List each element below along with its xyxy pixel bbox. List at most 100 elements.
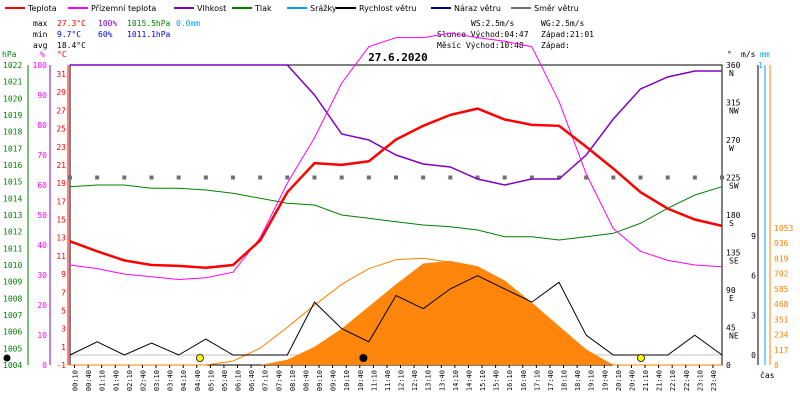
time-tick-label: 02:10 — [126, 370, 134, 391]
winddir-point — [366, 175, 371, 180]
winddir-point — [638, 175, 643, 180]
mm-tick: 1 — [758, 61, 763, 70]
time-tick-label: 17:10 — [533, 370, 541, 391]
dir-tick: 90 — [726, 286, 736, 295]
time-tick-label: 06:40 — [248, 370, 256, 391]
info: WS:2.5m/s WG:2.5m/s Slunce Východ:04:47 … — [437, 19, 594, 50]
pressure-line — [69, 184, 723, 241]
info-moonset: Západ: — [541, 41, 570, 50]
time-tick-label: 23:10 — [696, 370, 704, 391]
winddir-point — [421, 175, 426, 180]
wind-speed-line — [69, 275, 723, 356]
winddir-point — [611, 175, 616, 180]
hpa-tick: 1007 — [3, 311, 22, 320]
dir-name: NW — [729, 107, 739, 116]
info-wg: WG:2.5m/s — [541, 19, 585, 28]
x-axis-label: čas — [760, 370, 775, 380]
hpa-tick: 1006 — [3, 328, 22, 337]
winddir-point — [68, 175, 72, 180]
time-tick-label: 07:10 — [262, 370, 270, 391]
max-press: 1015.5hPa — [127, 19, 171, 28]
time-tick-label: 06:10 — [235, 370, 243, 391]
time-tick-label: 19:40 — [601, 370, 609, 391]
legend-label: Přízemní teplota — [91, 4, 156, 13]
info-sunset: Západ:21:01 — [541, 30, 594, 39]
time-tick-label: 11:40 — [384, 370, 392, 391]
hpa-tick: 1005 — [3, 344, 22, 353]
dir-tick: 180 — [726, 211, 741, 220]
legend: Teplota Přízemní teplota Vlhkost Tlak Srážky… — [5, 4, 579, 13]
c-tick: 1 — [61, 343, 66, 352]
axis-unit: m/s — [741, 50, 756, 59]
winddir-point — [339, 175, 344, 180]
ms-tick: 6 — [751, 272, 756, 281]
pct-tick: 60 — [37, 181, 47, 190]
hpa-tick: 1017 — [3, 144, 22, 153]
min-label: min — [33, 30, 48, 39]
ground-temp-line — [69, 32, 723, 281]
chart-title: 27.6.2020 — [368, 51, 428, 64]
avg-label: avg — [33, 41, 48, 50]
time-tick-label: 05:40 — [221, 370, 229, 391]
winddir-point — [122, 175, 127, 180]
solar-tick: 936 — [774, 239, 789, 248]
time-tick-label: 08:10 — [289, 370, 297, 391]
stats: max 27.3°C 100% 1015.5hPa 0.0mm min 9.7°… — [33, 19, 200, 50]
solar-tick: 468 — [774, 300, 789, 309]
hpa-tick: 1008 — [3, 294, 22, 303]
time-tick-label: 01:10 — [99, 370, 107, 391]
legend-label: Srážky — [310, 4, 337, 13]
c-tick: 11 — [56, 252, 66, 261]
winddir-point — [665, 175, 670, 180]
winddir-point — [502, 175, 507, 180]
dir-tick: 225 — [726, 174, 741, 183]
winddir-point — [231, 175, 235, 180]
sunset-marker — [637, 354, 645, 362]
time-tick-label: 20:10 — [615, 370, 623, 391]
c-tick: 27 — [56, 106, 66, 115]
dir-tick: 135 — [726, 249, 741, 258]
avg-temp: 18.4°C — [57, 41, 86, 50]
winddir-point — [448, 175, 453, 180]
time-tick-label: 19:10 — [588, 370, 596, 391]
solar-tick: 1053 — [774, 224, 793, 233]
c-tick: 31 — [56, 70, 66, 79]
dir-tick: 0 — [726, 361, 731, 370]
ms-tick: 0 — [751, 351, 756, 360]
c-tick: 13 — [56, 234, 66, 243]
time-tick-label: 10:10 — [343, 370, 351, 391]
dir-tick: 45 — [726, 324, 736, 333]
c-tick: 25 — [56, 125, 66, 134]
info-moon: Měsíc Východ:10:48 — [437, 41, 524, 50]
dir-tick: 270 — [726, 136, 741, 145]
c-tick: 9 — [61, 270, 66, 279]
time-tick-label: 13:10 — [425, 370, 433, 391]
hpa-tick: 1004 — [3, 361, 22, 370]
time-tick-label: 12:10 — [398, 370, 406, 391]
time-tick-label: 03:10 — [153, 370, 161, 391]
c-tick: 19 — [56, 179, 66, 188]
axis-unit: % — [40, 50, 45, 59]
dir-tick: 315 — [726, 99, 741, 108]
pct-tick: 20 — [37, 301, 47, 310]
hpa-tick: 1010 — [3, 261, 22, 270]
sunrise-marker — [196, 354, 204, 362]
time-tick-label: 00:40 — [85, 370, 93, 391]
dir-name: W — [729, 144, 734, 153]
c-tick: 7 — [61, 288, 66, 297]
hpa-tick: 1018 — [3, 128, 22, 137]
pct-tick: 0 — [42, 361, 47, 370]
min-hum: 60% — [98, 30, 113, 39]
time-tick-label: 22:10 — [669, 370, 677, 391]
winddir-point — [203, 175, 208, 180]
time-tick-label: 15:10 — [479, 370, 487, 391]
time-tick-label: 23:40 — [710, 370, 718, 391]
dir-name: S — [729, 219, 734, 228]
time-tick-label: 09:10 — [316, 370, 324, 391]
legend-label: Směr větru — [534, 4, 579, 13]
hpa-tick: 1009 — [3, 278, 22, 287]
max-rain: 0.0mm — [176, 19, 200, 28]
pct-tick: 40 — [37, 241, 47, 250]
dir-name: SW — [729, 182, 739, 191]
hpa-tick: 1012 — [3, 228, 22, 237]
